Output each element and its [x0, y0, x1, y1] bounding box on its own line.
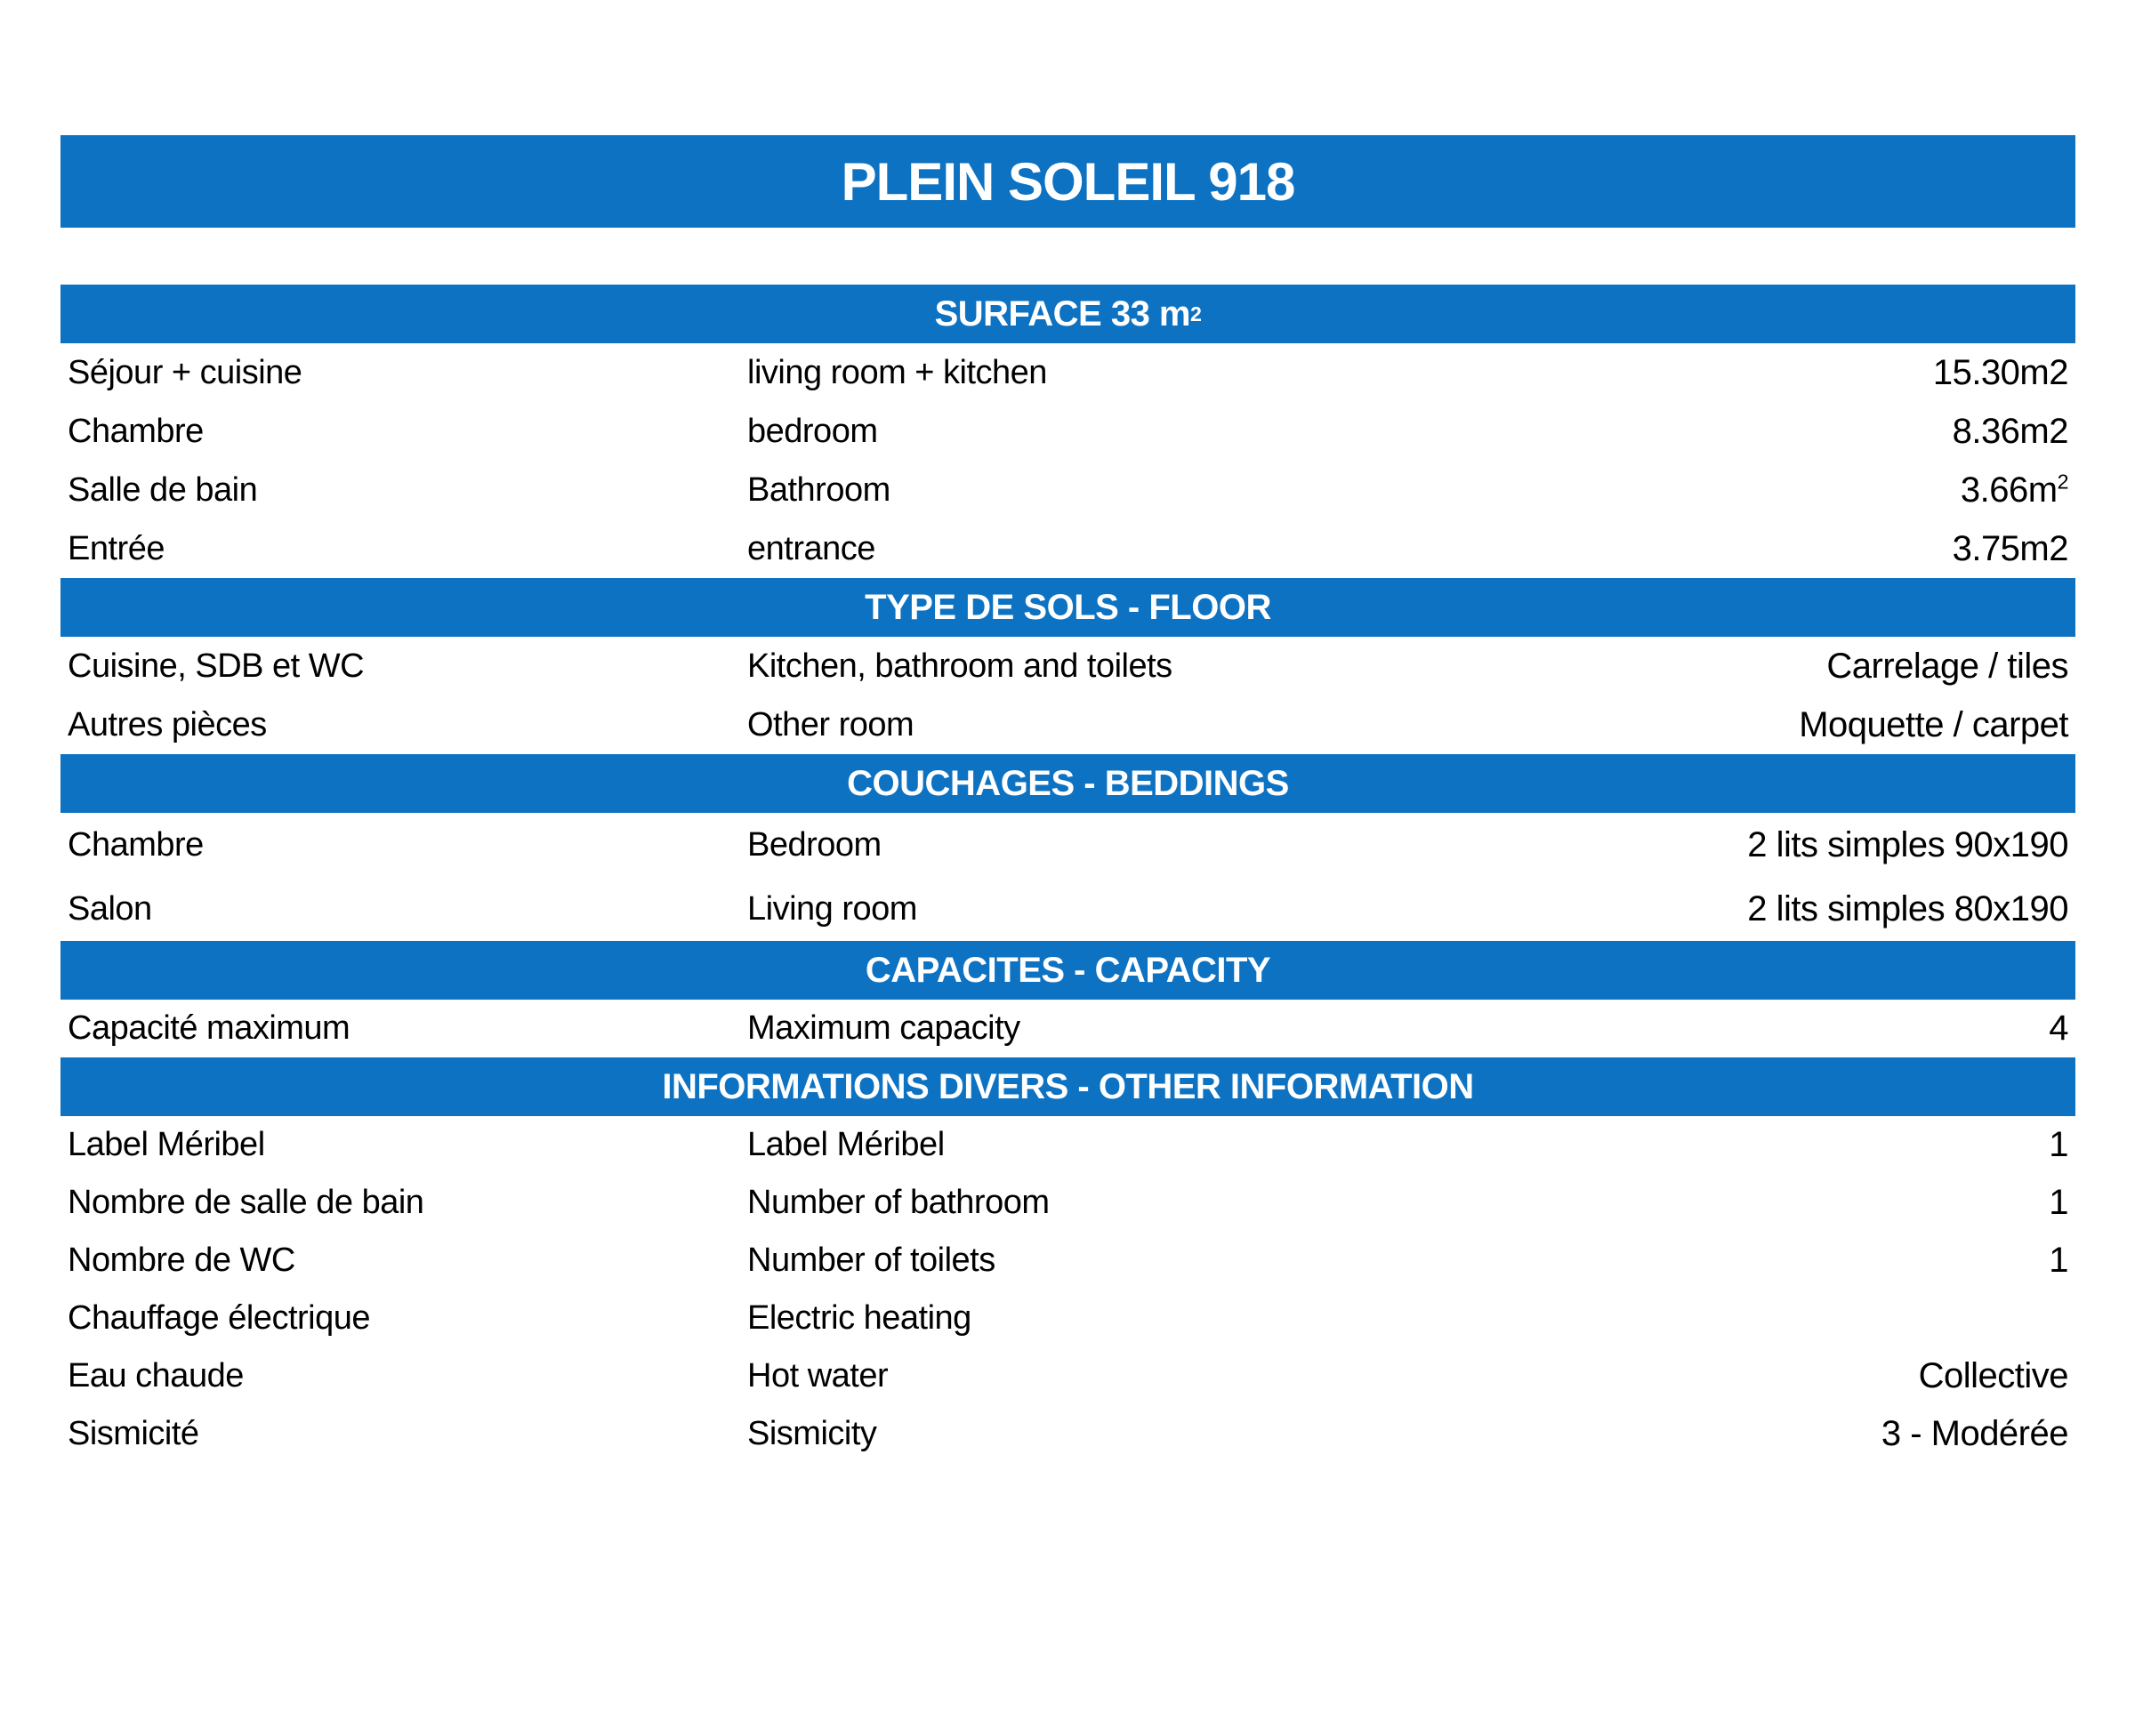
label-fr: Cuisine, SDB et WC — [68, 647, 365, 685]
row-value: Carrelage / tiles — [1826, 646, 2068, 686]
label-fr: Entrée — [68, 529, 165, 567]
section-header-label: COUCHAGES - BEDDINGS — [847, 763, 1289, 803]
table-row: Séjour + cuisine living room + kitchen 1… — [60, 343, 2075, 402]
section-header-label: SURFACE 33 m — [934, 293, 1191, 334]
table-row: Autres pièces Other room Moquette / carp… — [60, 695, 2075, 754]
label-en: Living room — [747, 889, 917, 928]
label-en: Maximum capacity — [747, 1009, 1020, 1047]
row-value: 1 — [2049, 1125, 2068, 1164]
label-en: bedroom — [747, 412, 878, 450]
label-en: Electric heating — [747, 1299, 971, 1337]
table-row: Salon Living room 2 lits simples 80x190 — [60, 877, 2075, 941]
table-row: Cuisine, SDB et WC Kitchen, bathroom and… — [60, 637, 2075, 695]
label-en: Bathroom — [747, 470, 890, 509]
label-en: entrance — [747, 529, 875, 567]
label-fr: Chauffage électrique — [68, 1299, 371, 1337]
table-row: Nombre de salle de bain Number of bathro… — [60, 1174, 2075, 1232]
label-en: Label Méribel — [747, 1126, 945, 1163]
label-en: Number of bathroom — [747, 1184, 1050, 1221]
page-title: PLEIN SOLEIL 918 — [841, 151, 1296, 212]
section-header-label: TYPE DE SOLS - FLOOR — [865, 587, 1271, 627]
row-value: 3.66m2 — [1960, 470, 2069, 510]
title-bar: PLEIN SOLEIL 918 — [60, 135, 2075, 228]
section-header-capacity: CAPACITES - CAPACITY — [60, 941, 2075, 1000]
section-header-label: INFORMATIONS DIVERS - OTHER INFORMATION — [662, 1066, 1474, 1106]
row-value: Moquette / carpet — [1799, 704, 2068, 744]
label-en: Bedroom — [747, 825, 882, 864]
label-fr: Salon — [68, 889, 152, 928]
section-header-floor: TYPE DE SOLS - FLOOR — [60, 578, 2075, 637]
section-header-label: CAPACITES - CAPACITY — [865, 950, 1271, 990]
table-row: Label Méribel Label Méribel 1 — [60, 1116, 2075, 1174]
table-row: Chambre Bedroom 2 lits simples 90x190 — [60, 813, 2075, 877]
table-row: Sismicité Sismicity 3 - Modérée — [60, 1405, 2075, 1463]
table-row: Capacité maximum Maximum capacity 4 — [60, 1000, 2075, 1057]
label-fr: Salle de bain — [68, 470, 258, 509]
row-value: 3 - Modérée — [1881, 1414, 2069, 1453]
label-en: Number of toilets — [747, 1242, 995, 1279]
row-value: 3.75m2 — [1952, 528, 2069, 568]
label-fr: Nombre de salle de bain — [68, 1184, 424, 1221]
row-value: 4 — [2049, 1009, 2068, 1048]
label-en: Other room — [747, 705, 914, 743]
label-fr: Chambre — [68, 825, 204, 864]
row-value: 2 lits simples 90x190 — [1747, 824, 2068, 864]
row-value: 15.30m2 — [1932, 352, 2069, 392]
label-fr: Autres pièces — [68, 705, 267, 743]
label-en: living room + kitchen — [747, 353, 1047, 391]
table-row: Chambre bedroom 8.36m2 — [60, 402, 2075, 461]
row-value-superscript: 2 — [2057, 470, 2069, 494]
label-fr: Capacité maximum — [68, 1009, 350, 1047]
table-row: Chauffage électrique Electric heating — [60, 1290, 2075, 1347]
label-fr: Nombre de WC — [68, 1242, 295, 1279]
table-row: Nombre de WC Number of toilets 1 — [60, 1232, 2075, 1290]
label-en: Hot water — [747, 1357, 889, 1394]
row-value: 1 — [2049, 1241, 2068, 1280]
label-fr: Séjour + cuisine — [68, 353, 302, 391]
section-header-other-information: INFORMATIONS DIVERS - OTHER INFORMATION — [60, 1057, 2075, 1116]
row-value: 2 lits simples 80x190 — [1747, 888, 2068, 928]
label-fr: Chambre — [68, 412, 204, 450]
table-row: Eau chaude Hot water Collective — [60, 1347, 2075, 1405]
label-fr: Label Méribel — [68, 1126, 265, 1163]
label-fr: Eau chaude — [68, 1357, 244, 1394]
label-en: Sismicity — [747, 1415, 877, 1452]
section-header-beddings: COUCHAGES - BEDDINGS — [60, 754, 2075, 813]
table-row: Salle de bain Bathroom 3.66m2 — [60, 461, 2075, 519]
row-value-text: 3.66m — [1960, 470, 2058, 510]
label-fr: Sismicité — [68, 1415, 199, 1452]
row-value: Collective — [1918, 1356, 2069, 1395]
label-en: Kitchen, bathroom and toilets — [747, 647, 1172, 685]
table-row: Entrée entrance 3.75m2 — [60, 519, 2075, 578]
row-value: 8.36m2 — [1952, 411, 2069, 451]
row-value: 1 — [2049, 1183, 2068, 1222]
